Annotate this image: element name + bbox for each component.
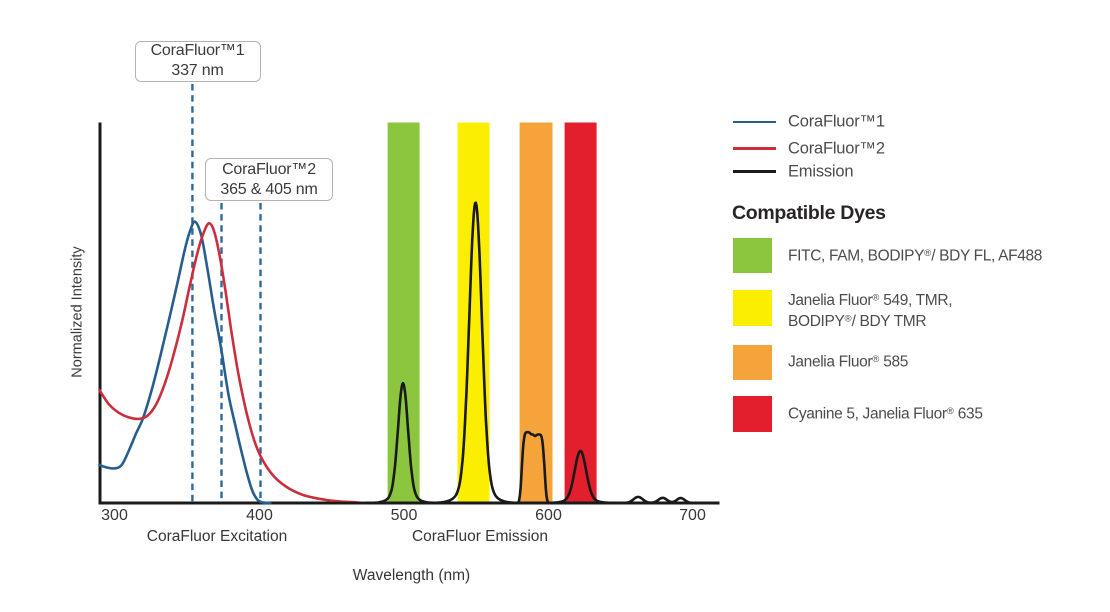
x-tick-300: 300 [101, 507, 128, 524]
x-axis-title: Wavelength (nm) [352, 567, 471, 584]
annotation-line: CoraFluor™1 [150, 42, 245, 60]
annotation-line: CoraFluor™2 [222, 160, 316, 178]
legend-line-corafluor2 [733, 147, 776, 150]
legend-label-corafluor1: CoraFluor™1 [788, 112, 885, 131]
dye-label-green: FITC, FAM, BODIPY®/ BDY FL, AF488 [788, 247, 1043, 265]
dye-swatch-orange [732, 344, 772, 380]
spectra-curves [98, 201, 692, 505]
annotation-line: 365 & 405 nm [220, 180, 318, 198]
dye-label-orange: Janelia Fluor® 585 [788, 353, 909, 371]
dye-swatch-red [732, 396, 772, 432]
legend-label-corafluor2: CoraFluor™2 [788, 139, 885, 157]
red-band [564, 122, 597, 503]
dye-swatch-yellow [732, 290, 772, 326]
yellow-band [457, 122, 490, 503]
dye-swatch-green [732, 237, 772, 273]
curve-corafluor-1 [98, 220, 272, 505]
x-tick-700: 700 [679, 507, 706, 524]
annotation-line: 337 nm [171, 62, 224, 80]
legend-line-emission [733, 170, 776, 173]
annotation-corafluor2-365-405nm: CoraFluor™2 365 & 405 nm [205, 158, 333, 201]
curve-corafluor-2 [98, 222, 367, 505]
emission-filter-bands [387, 122, 597, 503]
compatible-dyes-heading: Compatible Dyes [732, 202, 886, 224]
annotation-corafluor1-337nm: CoraFluor™1 337 nm [134, 40, 261, 82]
x-tick-600: 600 [535, 507, 562, 524]
y-axis-label: Normalized Intensity [69, 246, 86, 378]
green-band [387, 122, 420, 503]
dye-label-red: Cyanine 5, Janelia Fluor® 635 [788, 405, 983, 422]
x-section-emission: CoraFluor Emission [411, 527, 549, 545]
curve-emission [332, 201, 692, 505]
dye-label-yellow: Janelia Fluor® 549, TMR, BODIPY®/ BDY TMR [788, 292, 953, 330]
x-tick-400: 400 [246, 507, 273, 524]
legend-line-corafluor1 [733, 120, 776, 124]
legend-label-emission: Emission [788, 162, 854, 180]
x-tick-500: 500 [390, 507, 418, 524]
x-section-excitation: CoraFluor Excitation [146, 527, 288, 545]
